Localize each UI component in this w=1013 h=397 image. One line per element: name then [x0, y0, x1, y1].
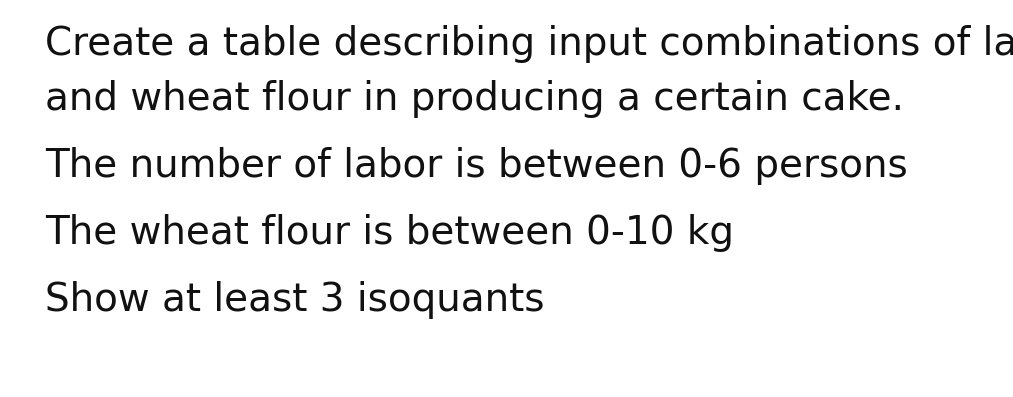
- Text: and wheat flour in producing a certain cake.: and wheat flour in producing a certain c…: [45, 80, 904, 118]
- Text: Show at least 3 isoquants: Show at least 3 isoquants: [45, 281, 545, 319]
- Text: The number of labor is between 0-6 persons: The number of labor is between 0-6 perso…: [45, 147, 908, 185]
- Text: Create a table describing input combinations of labor: Create a table describing input combinat…: [45, 25, 1013, 63]
- Text: The wheat flour is between 0-10 kg: The wheat flour is between 0-10 kg: [45, 214, 734, 252]
